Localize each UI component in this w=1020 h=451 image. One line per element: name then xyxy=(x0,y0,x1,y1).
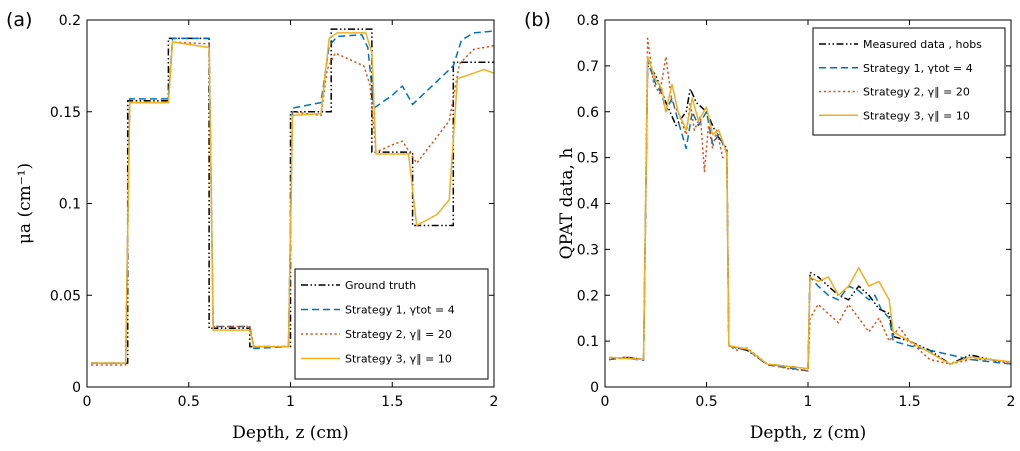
x-tick-label: 1.5 xyxy=(898,394,920,410)
panel-a-legend-box xyxy=(294,268,489,380)
y-tick-label: 0.15 xyxy=(50,105,81,121)
y-tick-label: 0.5 xyxy=(577,151,599,167)
series-line-4 xyxy=(91,32,494,364)
x-tick-label: 1 xyxy=(286,394,295,410)
panel-b-legend-box xyxy=(812,27,1006,136)
panel-b-legend: Measured data , hobs Strategy 1, γtot = 4… xyxy=(812,27,1006,136)
series-line-4 xyxy=(608,55,1011,370)
panel-b-label: (b) xyxy=(524,9,551,31)
x-tick-label: 2 xyxy=(490,394,499,410)
y-tick-label: 0.05 xyxy=(50,288,81,304)
panel-b: (b) 0 0.5 1 1.5 2 0 0.1 0.2 0.3 0.4 0.5 0.6 0.7 0.8 D… xyxy=(524,9,1015,443)
panel-a-legend: Ground truth Strategy 1, γtot = 4 Strategy… xyxy=(294,268,489,380)
y-tick-label: 0.2 xyxy=(59,13,81,29)
x-tick-label: 1 xyxy=(804,394,813,410)
x-tick-label: 2 xyxy=(1007,394,1016,410)
x-tick-label: 0.5 xyxy=(178,394,200,410)
x-tick-label: 0 xyxy=(83,394,92,410)
panel-a-ticks: 0 0.5 1 1.5 2 0 0.05 0.1 0.15 0.2 xyxy=(50,13,499,410)
panel-a: (a) 0 0.5 1 1.5 2 0 0.05 0.1 0.15 0.2 Depth, z (c… xyxy=(6,9,498,443)
legend-label-1: Measured data , hobs xyxy=(863,38,982,51)
y-tick-label: 0.8 xyxy=(577,13,599,29)
panel-b-ylabel: QPAT data, h xyxy=(557,148,577,260)
x-tick-label: 0.5 xyxy=(695,394,717,410)
panel-a-label: (a) xyxy=(6,9,32,31)
panel-b-xlabel: Depth, z (cm) xyxy=(750,423,866,443)
panel-a-series xyxy=(91,28,494,366)
x-tick-label: 0 xyxy=(601,394,610,410)
legend-label-2: Strategy 1, γtot = 4 xyxy=(345,304,455,317)
panel-a-ylabel: μa (cm⁻¹) xyxy=(15,163,35,244)
panel-b-ticks: 0 0.5 1 1.5 2 0 0.1 0.2 0.3 0.4 0.5 0.6 0.7 0.8 xyxy=(577,13,1016,410)
y-tick-label: 0.7 xyxy=(577,59,599,75)
legend-label-1: Ground truth xyxy=(345,279,416,292)
x-tick-label: 1.5 xyxy=(381,394,403,410)
y-tick-label: 0.3 xyxy=(577,242,599,258)
y-tick-label: 0.1 xyxy=(59,197,81,213)
y-tick-label: 0 xyxy=(72,380,81,396)
legend-label-2: Strategy 1, γtot = 4 xyxy=(863,62,973,75)
y-tick-label: 0.2 xyxy=(577,288,599,304)
y-tick-label: 0 xyxy=(590,380,599,396)
legend-label-3: Strategy 2, γ∥ = 20 xyxy=(345,328,452,341)
panel-a-xlabel: Depth, z (cm) xyxy=(232,423,348,443)
y-tick-label: 0.4 xyxy=(577,197,599,213)
y-tick-label: 0.6 xyxy=(577,105,599,121)
legend-label-4: Strategy 3, γ∥ = 10 xyxy=(863,109,970,122)
y-tick-label: 0.1 xyxy=(577,334,599,350)
legend-label-3: Strategy 2, γ∥ = 20 xyxy=(863,86,970,99)
legend-label-4: Strategy 3, γ∥ = 10 xyxy=(345,353,452,366)
panel-b-series xyxy=(608,37,1011,372)
series-line-3 xyxy=(608,37,1011,372)
